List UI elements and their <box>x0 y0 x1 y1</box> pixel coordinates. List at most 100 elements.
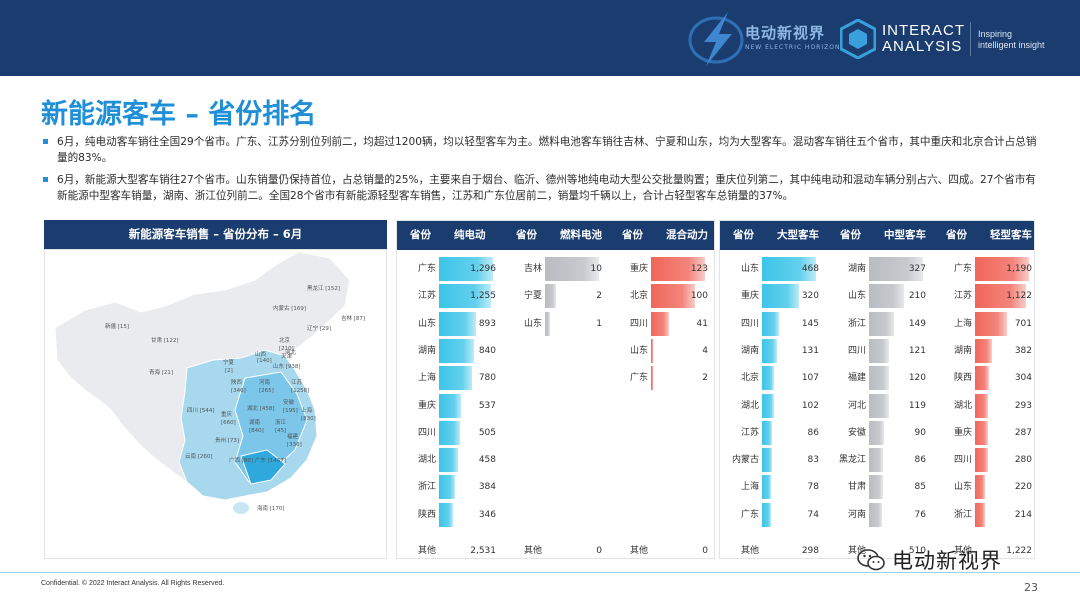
cell-value: 100 <box>690 291 708 302</box>
cell-value: 458 <box>478 455 496 466</box>
cell-value: 90 <box>914 427 926 438</box>
value-bar <box>439 502 454 527</box>
map-province-label: 内蒙古 [169] <box>273 306 307 312</box>
cell-province: 宁夏 <box>523 291 542 302</box>
map-province-label: 河北 <box>285 350 297 356</box>
map-province-label: 天津 <box>281 354 293 360</box>
map-province-label: 广东 [1467] <box>255 458 287 464</box>
watermark: 电动新视界 <box>856 543 1002 577</box>
cell-value: 298 <box>801 546 819 556</box>
cell-value: 304 <box>1014 373 1032 384</box>
value-bar <box>762 393 774 418</box>
value-bar <box>975 448 988 473</box>
value-bar <box>439 284 492 309</box>
cell-province: 四川 <box>417 427 436 438</box>
value-bar <box>869 257 923 281</box>
china-map-shape <box>54 251 351 514</box>
cell-value: 537 <box>478 400 496 411</box>
cell-province: 浙江 <box>847 318 866 329</box>
brand-line-1: INTERACT <box>882 22 965 39</box>
cell-value: 2,531 <box>470 546 496 556</box>
value-bar <box>762 448 772 473</box>
cell-province: 陕西 <box>417 509 436 520</box>
value-bar <box>975 393 989 418</box>
brand-name: 电动新视界 <box>745 24 826 42</box>
map-guangdong <box>240 449 286 485</box>
cell-province: 四川 <box>629 318 648 329</box>
cell-province: 广东 <box>417 264 436 274</box>
cell-province: 广东 <box>629 373 648 384</box>
value-bar <box>869 338 889 363</box>
map-province-label: 云南 [260] <box>185 454 213 460</box>
value-bar <box>869 366 889 391</box>
cell-province: 山东 <box>523 318 542 329</box>
cell-province: 四川 <box>953 455 972 466</box>
value-bar <box>869 284 904 309</box>
map-province-label: 新疆 [15] <box>105 324 130 330</box>
cell-province: 四川 <box>740 318 759 329</box>
map-province-label: 江苏 <box>291 380 303 386</box>
column-header-metric: 轻型客车 <box>990 229 1032 241</box>
value-bar <box>651 338 653 363</box>
cell-value: 382 <box>1014 345 1032 356</box>
map-province-label: [265] <box>259 388 274 394</box>
cell-province: 湖南 <box>847 264 866 274</box>
cell-value: 893 <box>478 318 496 329</box>
cell-value: 210 <box>908 291 926 302</box>
cell-province: 广东 <box>953 264 972 274</box>
cell-value: 86 <box>914 455 926 466</box>
column-header-province: 省份 <box>733 229 754 241</box>
interact-analysis-logo-icon <box>840 19 876 59</box>
brand-line-2: ANALYSIS <box>882 38 963 55</box>
cell-value: 384 <box>478 482 496 493</box>
cell-province: 湖北 <box>740 400 759 411</box>
map-province-label: [840] <box>249 428 264 434</box>
tagline-line-1: Inspiring <box>978 29 1013 39</box>
cell-value: 83 <box>807 455 819 466</box>
value-bar <box>975 366 989 391</box>
value-bar <box>439 393 462 418</box>
cell-province: 其他 <box>417 546 436 556</box>
cell-value: 327 <box>908 264 926 274</box>
map-province-label: 吉林 [87] <box>341 316 366 322</box>
cell-value: 780 <box>478 373 496 384</box>
cell-province: 四川 <box>847 345 866 356</box>
cell-province: 北京 <box>740 373 759 384</box>
cell-province: 山东 <box>740 264 759 274</box>
cell-province: 湖南 <box>740 345 759 356</box>
map-province-label: [346] <box>231 388 246 394</box>
map-province-label: 河南 <box>259 380 271 386</box>
map-province-label: [830] <box>301 416 316 422</box>
cell-value: 121 <box>908 345 926 356</box>
value-bar <box>762 420 772 445</box>
bullet-point: 6月，纯电动客车销往全国29个省市。广东、江苏分别位列前二，均超过1200辆，均… <box>43 134 1043 166</box>
map-province-label: 贵州 [73] <box>215 438 240 444</box>
value-bar <box>869 311 894 336</box>
cell-province: 重庆 <box>740 291 759 302</box>
cell-value: 131 <box>801 345 819 356</box>
bullet-text: 6月，新能源大型客车销往27个省市。山东销量仍保持首位，占总销量的25%，主要来… <box>57 174 1036 202</box>
value-bar <box>439 338 474 363</box>
map-province-label: [140] <box>257 358 272 364</box>
value-bar <box>975 284 1026 309</box>
table-header: 省份 纯电动 省份 燃料电池 省份 混合动力 <box>397 221 714 250</box>
cell-province: 江苏 <box>740 427 759 438</box>
value-bar <box>545 257 599 281</box>
cell-value: 293 <box>1014 400 1032 411</box>
value-bar <box>439 475 455 500</box>
cell-value: 1,255 <box>470 291 496 302</box>
cell-province: 江苏 <box>953 291 972 302</box>
cell-value: 2 <box>702 373 708 384</box>
cell-value: 2 <box>596 291 602 302</box>
cell-value: 320 <box>801 291 819 302</box>
cell-value: 505 <box>478 427 496 438</box>
cell-province: 上海 <box>417 373 436 384</box>
map-province-label: 四川 [544] <box>187 408 215 414</box>
cell-province: 重庆 <box>417 400 436 411</box>
column-header-province: 省份 <box>946 229 967 241</box>
column-header-metric: 混合动力 <box>666 229 708 241</box>
value-bar <box>762 338 778 363</box>
value-bar <box>439 311 477 336</box>
cell-value: 220 <box>1014 482 1032 493</box>
cell-province: 山东 <box>417 318 436 329</box>
